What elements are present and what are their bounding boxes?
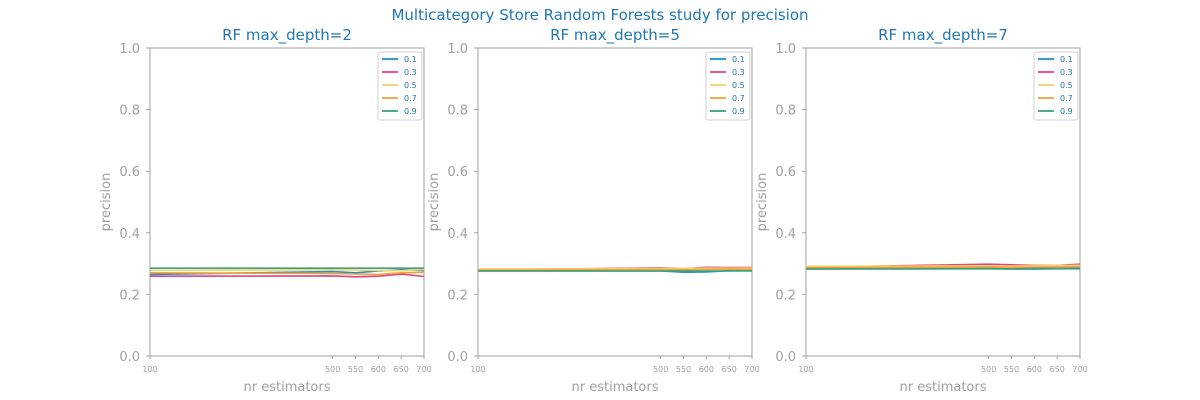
y-tick-label: 0.6 [119, 165, 140, 180]
y-tick-label: 0.4 [119, 227, 140, 242]
y-axis-label: precision [755, 173, 770, 232]
x-tick-label: 600 [371, 365, 386, 374]
legend-label: 0.9 [732, 107, 745, 116]
y-tick-label: 0.0 [775, 350, 796, 365]
y-tick-label: 0.8 [775, 104, 796, 119]
y-tick-label: 0.2 [447, 288, 468, 303]
series-line-0.5 [149, 268, 425, 272]
axes-frame [149, 47, 425, 357]
x-tick-label: 600 [1027, 365, 1042, 374]
y-tick-label: 1.0 [119, 42, 140, 57]
series-line-0.5 [805, 264, 1080, 268]
x-axis-label: nr estimators [900, 380, 987, 395]
x-tick-label: 100 [470, 365, 485, 374]
y-tick-label: 1.0 [447, 42, 468, 57]
y-axis-label: precision [427, 173, 442, 232]
y-tick-label: 0.8 [447, 104, 468, 119]
legend-label: 0.1 [1060, 55, 1073, 64]
x-axis-label: nr estimators [244, 380, 331, 395]
legend-label: 0.7 [1060, 94, 1073, 103]
legend-label: 0.1 [732, 55, 745, 64]
legend-label: 0.5 [1060, 81, 1073, 90]
legend-label: 0.5 [404, 81, 417, 90]
series-line-0.7 [477, 268, 753, 271]
x-tick-label: 700 [744, 365, 759, 374]
chart-panel-1: RF max_depth=2 0.0 0.2 0.4 0.6 0.8 1.0 100 500 55… [99, 26, 432, 395]
legend: 0.1 0.3 0.5 0.7 0.9 [377, 51, 423, 121]
y-tick-label: 0.0 [119, 350, 140, 365]
legend-label: 0.7 [732, 94, 745, 103]
y-tick-label: 1.0 [775, 42, 796, 57]
y-tick-label: 0.0 [447, 350, 468, 365]
chart-title: RF max_depth=2 [222, 26, 352, 45]
x-tick-label: 550 [1004, 365, 1019, 374]
x-tick-label: 550 [676, 365, 691, 374]
legend-box [705, 51, 751, 121]
x-tick-label: 100 [142, 365, 157, 374]
chart-panel-3: RF max_depth=7 0.0 0.2 0.4 0.6 0.8 1.0 100 500 55… [755, 26, 1088, 395]
x-tick-label: 700 [1072, 365, 1087, 374]
figure-suptitle: Multicategory Store Random Forests study… [391, 6, 808, 24]
y-axis-label: precision [99, 173, 114, 232]
x-tick-label: 500 [653, 365, 668, 374]
x-tick-label: 500 [325, 365, 340, 374]
legend-label: 0.1 [404, 55, 417, 64]
legend-label: 0.5 [732, 81, 745, 90]
legend: 0.1 0.3 0.5 0.7 0.9 [1033, 51, 1079, 121]
y-tick-label: 0.4 [775, 227, 796, 242]
x-tick-label: 550 [348, 365, 363, 374]
legend: 0.1 0.3 0.5 0.7 0.9 [705, 51, 751, 121]
x-tick-label: 650 [1050, 365, 1065, 374]
series-line-0.3 [149, 273, 425, 278]
x-tick-label: 600 [699, 365, 714, 374]
y-tick-label: 0.2 [119, 288, 140, 303]
x-tick-label: 650 [722, 365, 737, 374]
legend-box [1033, 51, 1079, 121]
chart-panel-2: RF max_depth=5 0.0 0.2 0.4 0.6 0.8 1.0 100 500 55… [427, 26, 760, 395]
y-tick-label: 0.6 [447, 165, 468, 180]
x-tick-label: 650 [394, 365, 409, 374]
legend-label: 0.9 [1060, 107, 1073, 116]
axes-frame [805, 47, 1081, 357]
x-tick-label: 500 [981, 365, 996, 374]
legend-label: 0.3 [1060, 68, 1073, 77]
y-tick-label: 0.2 [775, 288, 796, 303]
legend-label: 0.9 [404, 107, 417, 116]
legend-label: 0.3 [404, 68, 417, 77]
x-tick-label: 100 [798, 365, 813, 374]
x-axis-label: nr estimators [572, 380, 659, 395]
y-tick-label: 0.6 [775, 165, 796, 180]
axes-frame [477, 47, 753, 357]
legend-box [377, 51, 423, 121]
y-tick-label: 0.8 [119, 104, 140, 119]
chart-title: RF max_depth=5 [550, 26, 680, 45]
y-tick-label: 0.4 [447, 227, 468, 242]
x-tick-label: 700 [416, 365, 431, 374]
legend-label: 0.3 [732, 68, 745, 77]
series-line-0.5 [477, 267, 752, 270]
chart-title: RF max_depth=7 [878, 26, 1008, 45]
series-line-0.7 [149, 271, 425, 276]
series-line-0.7 [805, 265, 1081, 269]
legend-label: 0.7 [404, 94, 417, 103]
